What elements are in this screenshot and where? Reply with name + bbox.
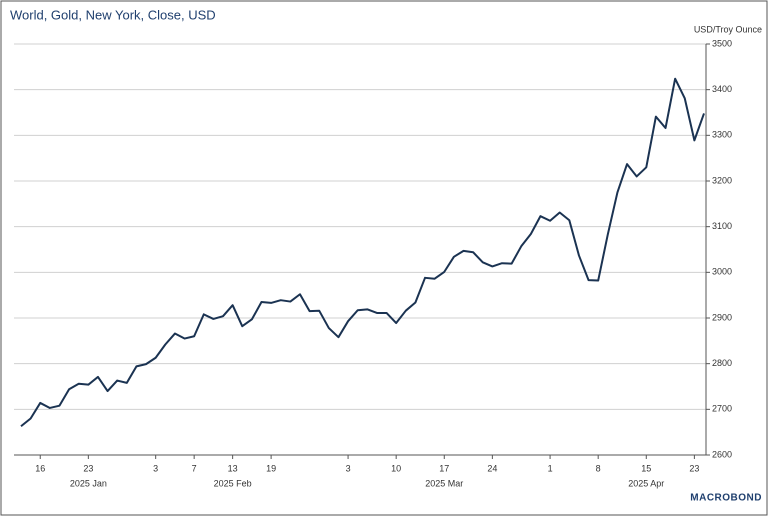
y-tick-label: 2700 [712,404,732,414]
y-tick-label: 2900 [712,312,732,322]
y-axis-label: USD/Troy Ounce [694,24,762,34]
x-tick-label: 3 [153,463,158,473]
x-tick-label: 8 [596,463,601,473]
month-label: 2025 Mar [425,478,463,488]
source-logo: MACROBOND [690,493,762,504]
y-tick-label: 3100 [712,221,732,231]
y-tick-label: 3500 [712,38,732,48]
x-tick-label: 3 [346,463,351,473]
x-tick-label: 16 [35,463,45,473]
y-tick-label: 3200 [712,175,732,185]
data-line [20,77,705,428]
x-tick-label: 15 [641,463,651,473]
month-label: 2025 Jan [70,478,107,488]
y-tick-label: 3000 [712,267,732,277]
y-tick-label: 2800 [712,358,732,368]
y-tick-label: 3300 [712,130,732,140]
y-tick-label: 3400 [712,84,732,94]
x-tick-label: 7 [192,463,197,473]
x-tick-label: 1 [548,463,553,473]
x-tick-label: 24 [487,463,497,473]
x-tick-label: 17 [439,463,449,473]
x-tick-label: 23 [689,463,699,473]
x-tick-label: 13 [228,463,238,473]
x-tick-label: 10 [391,463,401,473]
chart-title: World, Gold, New York, Close, USD [10,7,216,22]
x-tick-label: 23 [83,463,93,473]
month-label: 2025 Feb [214,478,252,488]
y-tick-label: 2600 [712,449,732,459]
x-tick-label: 19 [266,463,276,473]
month-label: 2025 Apr [628,478,664,488]
